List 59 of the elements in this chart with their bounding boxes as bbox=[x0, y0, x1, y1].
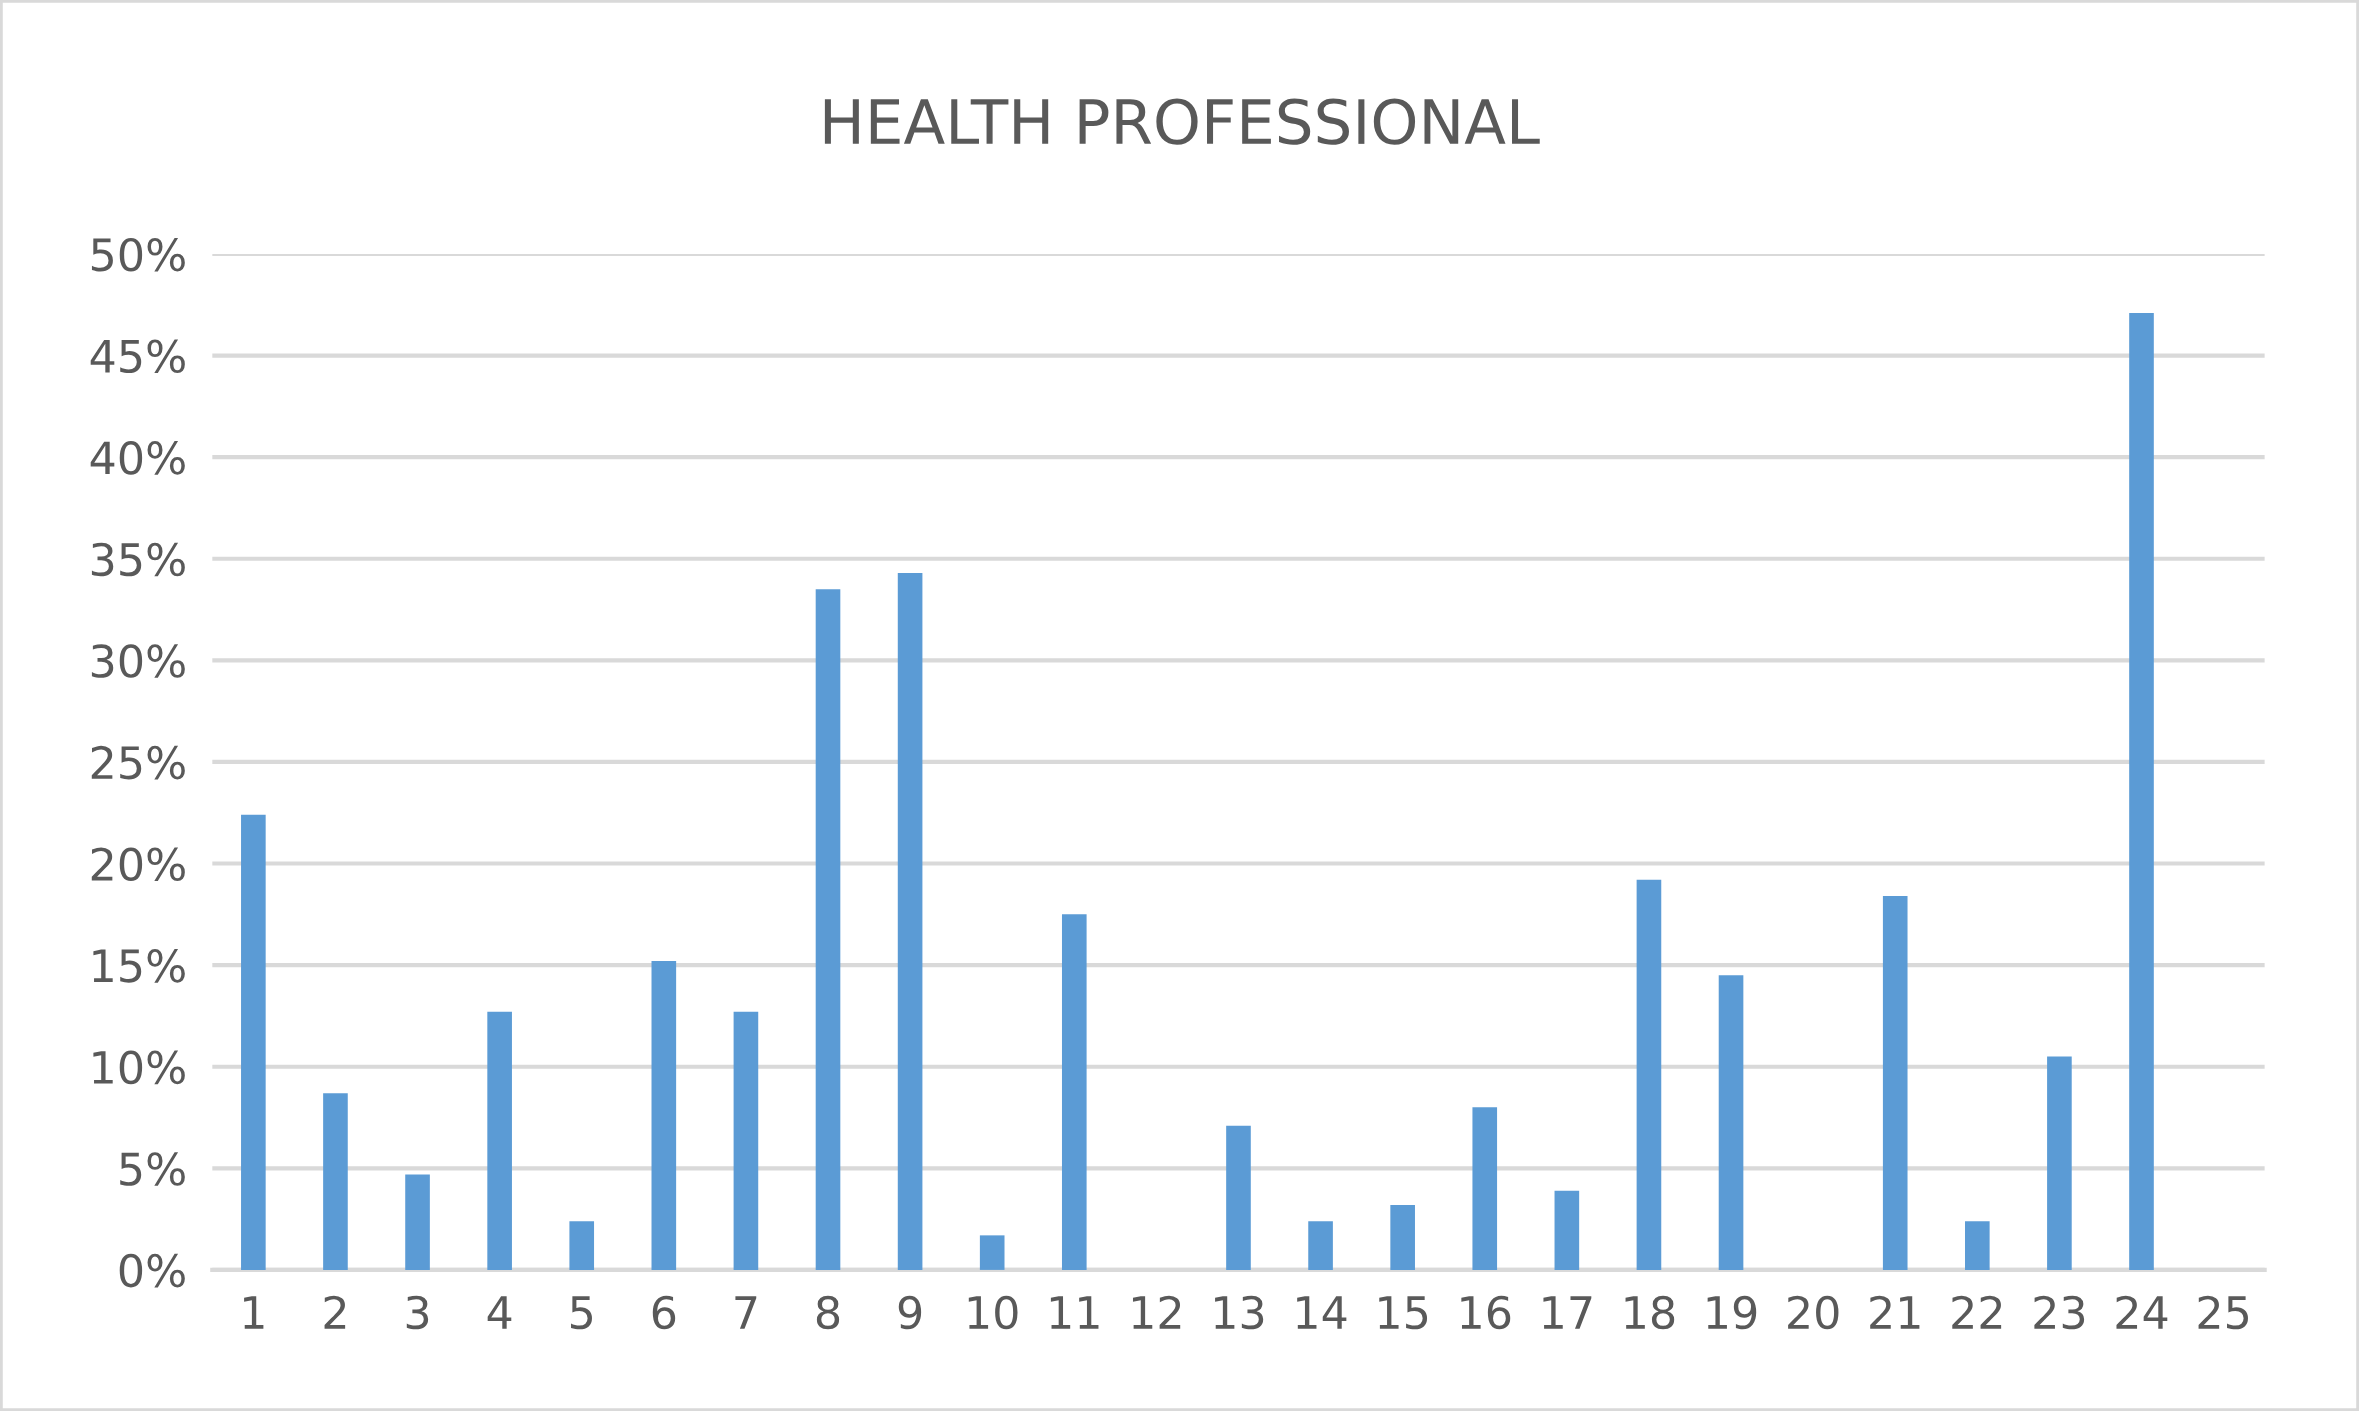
x-tick-label: 24 bbox=[2116, 1295, 2168, 1329]
bar bbox=[1718, 975, 1744, 1270]
x-tick-label: 11 bbox=[1050, 1296, 1099, 1329]
y-tick-label: 5% bbox=[120, 1152, 185, 1186]
x-tick-label: 14 bbox=[1297, 1296, 1347, 1329]
x-tick-label: 1 bbox=[244, 1296, 264, 1329]
x-tick-label: 13 bbox=[1215, 1295, 1264, 1330]
y-tick-label: 35% bbox=[91, 542, 185, 577]
x-tick-label: 25 bbox=[2198, 1295, 2248, 1330]
chart-title: HEALTH PROFESSIONAL bbox=[824, 98, 1540, 145]
x-tick-label: 15 bbox=[1379, 1296, 1428, 1330]
x-tick-label: 19 bbox=[1707, 1295, 1757, 1330]
y-tick-label: 25% bbox=[91, 745, 185, 780]
bar bbox=[1554, 1190, 1580, 1270]
x-tick-label: 16 bbox=[1461, 1295, 1511, 1330]
bar bbox=[1390, 1204, 1415, 1270]
x-tick-label: 22 bbox=[1952, 1295, 2002, 1329]
x-tick-label: 23 bbox=[2034, 1295, 2085, 1330]
y-tick-label: 50% bbox=[91, 237, 185, 272]
x-tick-label: 7 bbox=[735, 1296, 757, 1329]
bar bbox=[1226, 1125, 1251, 1270]
x-tick-label: 4 bbox=[487, 1296, 512, 1329]
x-tick-label: 17 bbox=[1543, 1296, 1592, 1329]
y-tick-label: 10% bbox=[93, 1050, 185, 1085]
bar bbox=[2047, 1056, 2072, 1270]
bar bbox=[1061, 914, 1087, 1270]
bar bbox=[323, 1093, 348, 1270]
bar bbox=[1636, 879, 1662, 1270]
bar bbox=[1882, 896, 1908, 1270]
bar bbox=[487, 1011, 512, 1270]
bar bbox=[1965, 1221, 1990, 1270]
bar bbox=[569, 1221, 595, 1270]
bar bbox=[897, 572, 923, 1270]
x-tick-label: 20 bbox=[1788, 1295, 1839, 1330]
x-tick-label: 18 bbox=[1625, 1295, 1675, 1330]
x-tick-label: 8 bbox=[816, 1295, 840, 1330]
bar bbox=[979, 1235, 1005, 1270]
bar bbox=[405, 1174, 430, 1270]
bar bbox=[651, 961, 677, 1270]
x-tick-label: 2 bbox=[324, 1295, 346, 1329]
x-tick-label: 6 bbox=[652, 1295, 676, 1330]
y-tick-label: 30% bbox=[91, 644, 185, 678]
x-tick-label: 21 bbox=[1870, 1295, 1920, 1329]
y-tick-label: 15% bbox=[93, 949, 185, 983]
y-tick-label: 40% bbox=[90, 441, 185, 475]
x-tick-label: 3 bbox=[406, 1295, 429, 1330]
x-tick-label: 9 bbox=[898, 1295, 922, 1330]
bar bbox=[1472, 1107, 1498, 1270]
bar bbox=[733, 1011, 759, 1270]
x-tick-label: 5 bbox=[571, 1296, 592, 1330]
bar bbox=[2129, 312, 2154, 1270]
bar bbox=[241, 814, 266, 1270]
y-tick-label: 0% bbox=[119, 1253, 185, 1288]
y-tick-label: 20% bbox=[91, 847, 185, 882]
bar bbox=[1308, 1221, 1333, 1270]
x-tick-label: 12 bbox=[1132, 1295, 1181, 1329]
bar bbox=[815, 589, 841, 1270]
y-tick-label: 45% bbox=[90, 339, 185, 374]
x-tick-label: 10 bbox=[968, 1295, 1018, 1330]
